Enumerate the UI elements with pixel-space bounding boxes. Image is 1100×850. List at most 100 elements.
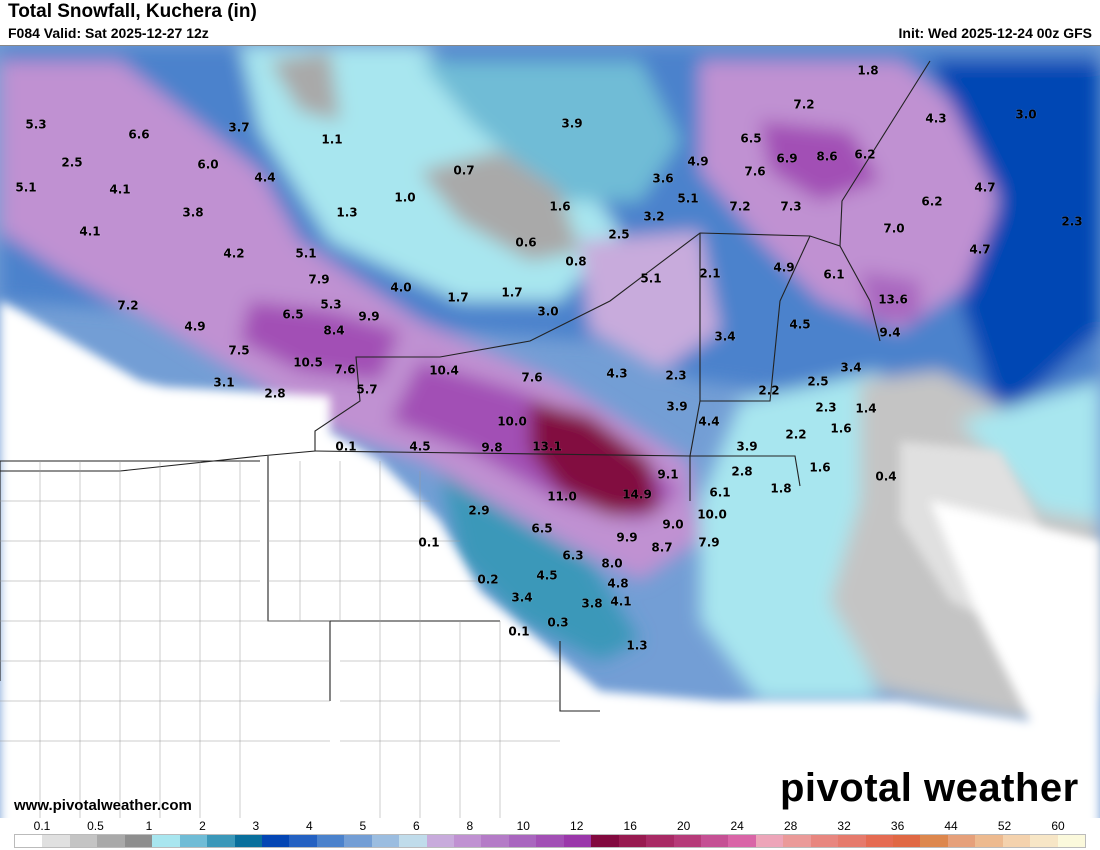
- legend-swatch: [865, 835, 893, 847]
- snowfall-value-label: 4.4: [698, 415, 719, 429]
- legend-swatch: [152, 835, 180, 847]
- legend-label: 24: [730, 819, 744, 833]
- pivotal-weather-logo: pivotal weather: [780, 766, 1079, 810]
- snowfall-value-label: 1.3: [626, 639, 647, 653]
- snowfall-value-label: 0.2: [477, 573, 498, 587]
- legend-swatch: [700, 835, 729, 847]
- snowfall-value-label: 2.3: [665, 369, 686, 383]
- snowfall-value-label: 3.9: [666, 400, 687, 414]
- legend-swatch: [838, 835, 866, 847]
- snowfall-value-label: 6.2: [854, 148, 875, 162]
- snowfall-value-label: 4.4: [254, 171, 275, 185]
- snowfall-value-label: 7.2: [117, 299, 138, 313]
- snowfall-value-label: 1.6: [549, 200, 570, 214]
- snowfall-value-label: 0.3: [547, 616, 568, 630]
- snowfall-value-label: 4.5: [409, 440, 430, 454]
- init-time: Init: Wed 2025-12-24 00z GFS: [898, 25, 1092, 41]
- snowfall-value-label: 1.0: [394, 191, 415, 205]
- snowfall-value-label: 4.5: [536, 569, 557, 583]
- legend-swatch: [947, 835, 976, 847]
- snowfall-value-label: 2.3: [1061, 215, 1082, 229]
- snowfall-value-label: 10.0: [497, 415, 527, 429]
- snowfall-value-label: 4.7: [974, 181, 995, 195]
- snowfall-value-label: 3.4: [840, 361, 861, 375]
- valid-time: F084 Valid: Sat 2025-12-27 12z: [8, 25, 209, 41]
- legend-label: 0.5: [87, 819, 104, 833]
- legend-label: 6: [412, 819, 420, 833]
- legend-label: 2: [199, 819, 206, 833]
- snowfall-value-label: 5.7: [356, 383, 377, 397]
- legend-label: 52: [997, 819, 1012, 833]
- snowfall-value-label: 9.1: [657, 468, 678, 482]
- snowfall-value-label: 4.7: [969, 243, 990, 257]
- snowfall-value-label: 1.6: [830, 422, 851, 436]
- snowfall-value-label: 0.4: [875, 470, 896, 484]
- snowfall-value-label: 4.9: [687, 155, 708, 169]
- snowfall-value-label: 3.2: [643, 210, 664, 224]
- legend-swatch: [124, 835, 153, 847]
- snowfall-value-label: 4.5: [789, 318, 810, 332]
- snowfall-value-label: 4.3: [925, 112, 946, 126]
- snowfall-value-label: 0.1: [335, 440, 356, 454]
- snowfall-value-label: 3.8: [182, 206, 203, 220]
- snowfall-value-label: 1.7: [447, 291, 468, 305]
- snowfall-value-label: 5.3: [25, 118, 46, 132]
- legend-swatch: [975, 835, 1003, 847]
- legend-swatch: [481, 835, 509, 847]
- snowfall-value-label: 5.1: [677, 192, 698, 206]
- snowfall-value-label: 0.8: [565, 255, 586, 269]
- snowfall-value-label: 3.6: [652, 172, 673, 186]
- snowfall-value-label: 8.4: [323, 324, 344, 338]
- snowfall-value-label: 3.9: [736, 440, 757, 454]
- legend-label: 10: [516, 819, 530, 833]
- legend-swatch: [399, 835, 427, 847]
- legend-swatch: [563, 835, 592, 847]
- legend-label: 36: [890, 819, 905, 833]
- snowfall-value-label: 1.6: [809, 461, 830, 475]
- snowfall-value-label: 1.1: [321, 133, 342, 147]
- snowfall-value-label: 5.1: [15, 181, 36, 195]
- snowfall-value-label: 7.6: [334, 363, 355, 377]
- snowfall-value-label: 11.0: [547, 490, 577, 504]
- snowfall-value-label: 2.5: [807, 375, 828, 389]
- snowfall-value-label: 5.1: [295, 247, 316, 261]
- county-lines: [0, 461, 560, 819]
- snowfall-value-label: 3.7: [228, 121, 249, 135]
- snowfall-value-label: 7.9: [698, 536, 719, 550]
- legend-swatch: [261, 835, 290, 847]
- snowfall-value-label: 7.2: [793, 98, 814, 112]
- snowfall-value-label: 5.1: [640, 272, 661, 286]
- no-snow-area: [0, 301, 1100, 819]
- legend-label: 28: [783, 819, 798, 833]
- snowfall-value-label: 1.8: [770, 482, 791, 496]
- snowfall-value-label: 1.3: [336, 206, 357, 220]
- snowfall-value-label: 2.3: [815, 401, 836, 415]
- snowfall-value-label: 3.1: [213, 376, 234, 390]
- snowfall-value-label: 14.9: [622, 488, 652, 502]
- legend-swatch: [893, 835, 921, 847]
- snowfall-value-label: 0.7: [453, 164, 474, 178]
- snowfall-value-label: 4.2: [223, 247, 244, 261]
- map-title: Total Snowfall, Kuchera (in): [8, 1, 257, 22]
- map-canvas: 1.8 7.2 4.3 3.0 5.3 6.6 3.7 3.9 6.5 2.5 6.0 1.1 6.9 8…: [0, 46, 1100, 819]
- legend-swatch: [591, 835, 619, 847]
- legend-label: 60: [1051, 819, 1065, 833]
- snowfall-value-label: 7.5: [228, 344, 249, 358]
- legend-label: 44: [944, 819, 958, 833]
- snowfall-value-label: 6.9: [776, 152, 797, 166]
- legend-swatch: [673, 835, 701, 847]
- header: Total Snowfall, Kuchera (in) F084 Valid:…: [0, 0, 1100, 45]
- legend-swatch: [755, 835, 784, 847]
- snowfall-value-label: 1.7: [501, 286, 522, 300]
- legend-label: 3: [252, 819, 260, 833]
- snowfall-value-label: 8.6: [816, 150, 837, 164]
- legend-label: 20: [676, 819, 691, 833]
- snowfall-value-label: 7.2: [729, 200, 750, 214]
- snowfall-value-label: 0.1: [508, 625, 529, 639]
- snowfall-value-label: 6.5: [282, 308, 303, 322]
- legend-swatch: [316, 835, 345, 847]
- legend-color-bar: [14, 834, 1086, 848]
- snowfall-value-label: 4.3: [606, 367, 627, 381]
- snowfall-value-label: 7.0: [883, 222, 904, 236]
- snowfall-value-label: 8.7: [651, 541, 672, 555]
